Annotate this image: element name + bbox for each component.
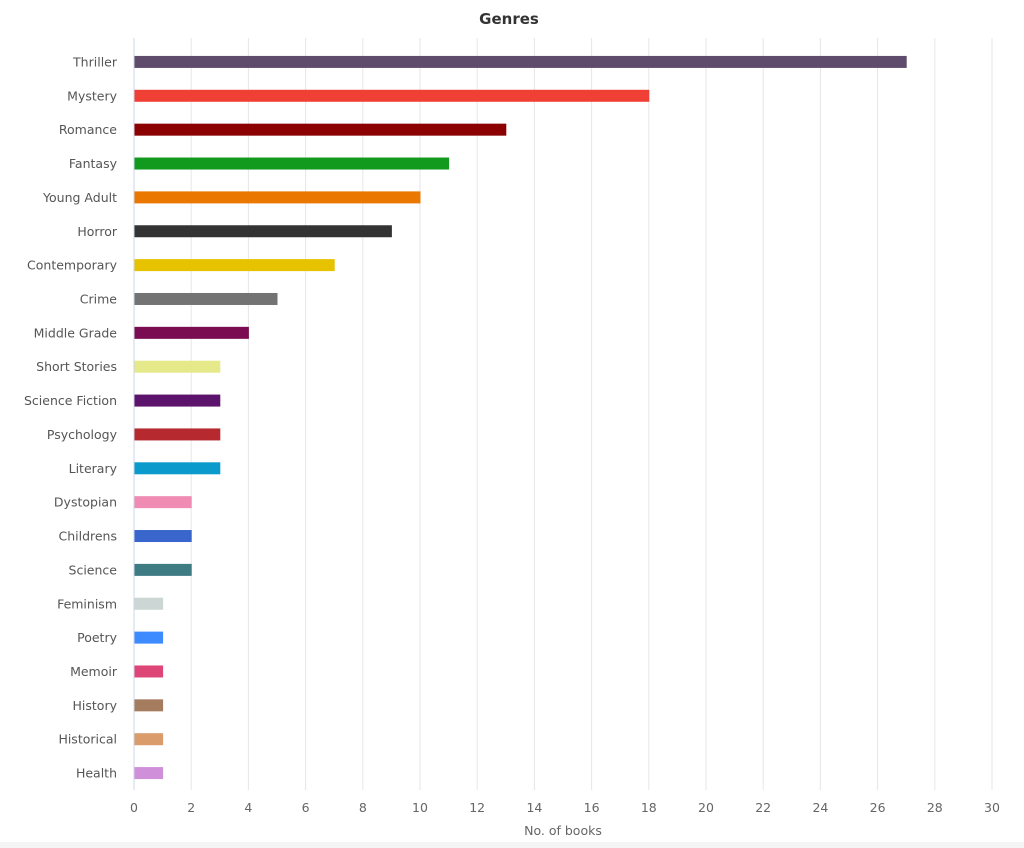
category-label: Historical	[58, 732, 117, 747]
bar-thriller[interactable]	[134, 55, 907, 68]
bar-dystopian[interactable]	[134, 496, 192, 509]
category-label: Middle Grade	[34, 325, 118, 340]
bar-crime[interactable]	[134, 292, 278, 305]
x-tick-label: 6	[302, 800, 310, 815]
bar-memoir[interactable]	[134, 665, 164, 678]
category-label: Fantasy	[69, 156, 118, 171]
bar-historical[interactable]	[134, 733, 164, 746]
x-tick-label: 8	[359, 800, 367, 815]
x-tick-label: 2	[187, 800, 195, 815]
bars	[134, 55, 907, 780]
category-label: Mystery	[67, 88, 117, 103]
bar-psychology[interactable]	[134, 428, 221, 441]
category-label: Contemporary	[27, 258, 118, 273]
bar-science-fiction[interactable]	[134, 394, 221, 407]
x-tick-label: 26	[870, 800, 886, 815]
footer-band	[0, 842, 1024, 848]
bar-childrens[interactable]	[134, 530, 192, 543]
category-label: Childrens	[58, 529, 117, 544]
category-labels: Thriller Mystery Romance Fantasy Young Adult…	[24, 54, 118, 780]
bar-contemporary[interactable]	[134, 259, 335, 272]
x-tick-label: 18	[641, 800, 657, 815]
bar-horror[interactable]	[134, 225, 392, 238]
gridlines	[133, 38, 993, 790]
category-label: Science Fiction	[24, 393, 117, 408]
x-tick-label: 4	[244, 800, 252, 815]
x-tick-labels: 0 2 4 6 8 10 12 14 16 18 20 22 24 26 28 30	[130, 800, 1000, 815]
bar-health[interactable]	[134, 767, 164, 780]
bar-romance[interactable]	[134, 123, 507, 136]
bar-middle-grade[interactable]	[134, 326, 249, 339]
bar-fantasy[interactable]	[134, 157, 450, 170]
x-tick-label: 22	[755, 800, 771, 815]
bar-poetry[interactable]	[134, 631, 164, 644]
category-label: Health	[76, 766, 117, 781]
bar-science[interactable]	[134, 563, 192, 576]
category-label: Crime	[80, 291, 118, 306]
bar-feminism[interactable]	[134, 597, 164, 610]
category-label: Literary	[69, 461, 118, 476]
x-tick-label: 16	[584, 800, 600, 815]
category-label: Young Adult	[42, 190, 117, 205]
x-tick-label: 0	[130, 800, 138, 815]
x-tick-label: 30	[984, 800, 1000, 815]
category-label: Short Stories	[36, 359, 117, 374]
chart-title: Genres	[479, 10, 539, 28]
x-tick-label: 28	[927, 800, 943, 815]
category-label: Memoir	[70, 664, 118, 679]
bar-young-adult[interactable]	[134, 191, 421, 204]
category-label: Horror	[77, 224, 117, 239]
category-label: Poetry	[77, 630, 117, 645]
category-label: Thriller	[72, 54, 118, 69]
category-label: History	[73, 698, 118, 713]
category-label: Psychology	[47, 427, 118, 442]
category-label: Science	[69, 562, 118, 577]
x-tick-label: 14	[526, 800, 542, 815]
x-tick-label: 20	[698, 800, 714, 815]
bar-literary[interactable]	[134, 462, 221, 475]
x-axis-label: No. of books	[524, 823, 602, 838]
x-tick-label: 10	[412, 800, 428, 815]
bar-mystery[interactable]	[134, 89, 650, 102]
bar-short-stories[interactable]	[134, 360, 221, 373]
x-tick-label: 24	[812, 800, 828, 815]
category-label: Romance	[59, 122, 117, 137]
category-label: Feminism	[57, 596, 117, 611]
x-tick-label: 12	[469, 800, 485, 815]
bar-history[interactable]	[134, 699, 164, 712]
category-label: Dystopian	[54, 495, 117, 510]
